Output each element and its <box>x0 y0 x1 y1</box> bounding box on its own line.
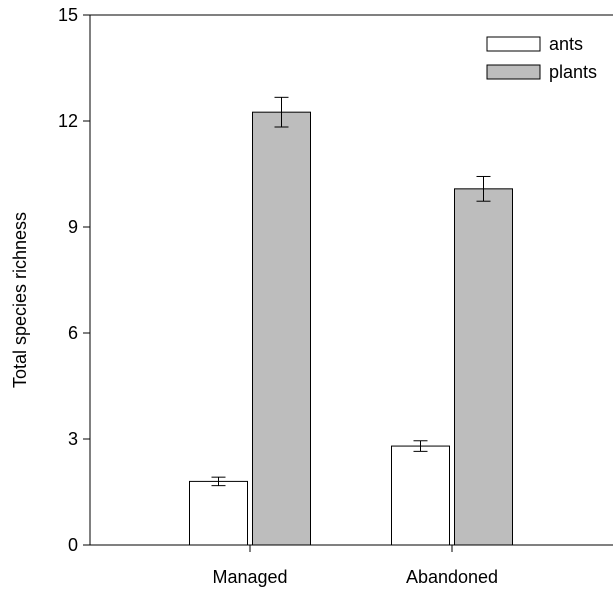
x-tick-label: Abandoned <box>406 567 498 587</box>
legend-swatch-plants <box>486 64 541 80</box>
bar-plants-abandoned <box>454 188 513 546</box>
legend-swatch-ants <box>486 36 541 52</box>
legend-label-plants: plants <box>549 62 597 82</box>
y-tick-label: 6 <box>68 323 78 343</box>
legend: ants plants <box>486 34 597 82</box>
x-tick-label: Managed <box>212 567 287 587</box>
error-bars-layer <box>211 96 491 487</box>
axes-layer: 0 3 6 9 12 15 Total species richness Managed Aba… <box>10 5 613 587</box>
y-axis-title: Total species richness <box>10 212 30 388</box>
bars-layer <box>189 111 513 546</box>
bar-ants-managed <box>189 480 248 546</box>
bar-ants-abandoned <box>391 445 450 546</box>
y-tick-label: 15 <box>58 5 78 25</box>
y-tick-label: 3 <box>68 429 78 449</box>
legend-label-ants: ants <box>549 34 583 54</box>
y-tick-label: 9 <box>68 217 78 237</box>
y-tick-label: 12 <box>58 111 78 131</box>
y-tick-label: 0 <box>68 535 78 555</box>
bar-plants-managed <box>252 111 311 546</box>
